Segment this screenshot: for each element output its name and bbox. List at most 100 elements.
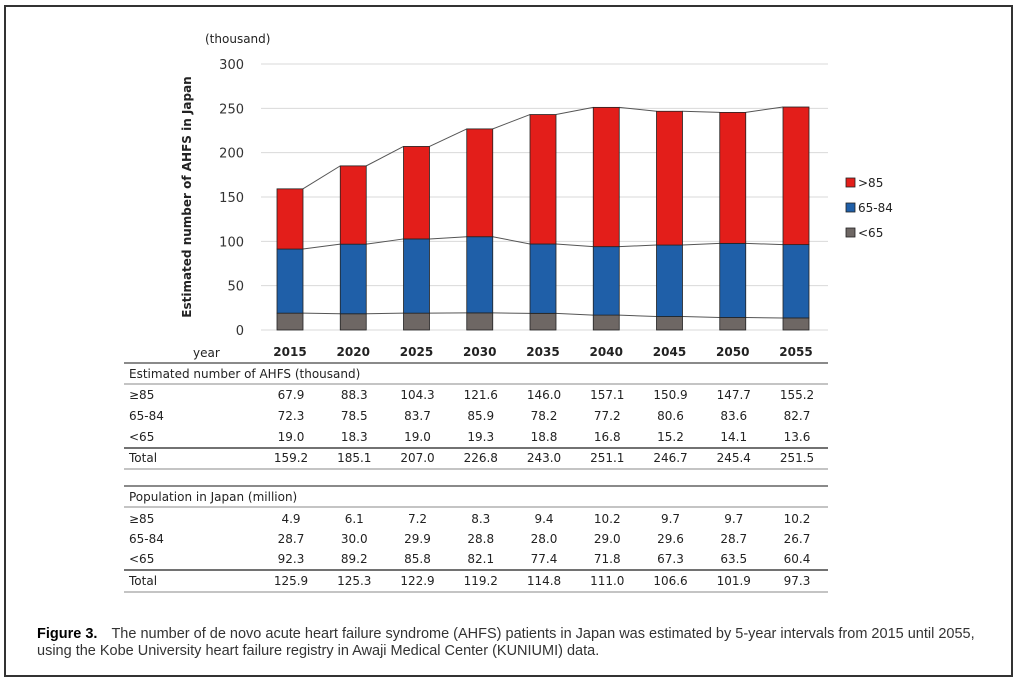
data-tables: Estimated number of AHFS (thousand) ≥85 67… <box>124 362 828 593</box>
table-cell: 7.2 <box>408 512 427 526</box>
table-cell: 146.0 <box>527 388 561 402</box>
table-cell: 30.0 <box>341 532 368 546</box>
table-cell: 67.9 <box>278 388 305 402</box>
table-row-label: 65-84 <box>129 409 164 423</box>
table-cell: 14.1 <box>720 430 747 444</box>
bar-segment-2035-lt65 <box>529 312 557 331</box>
table-total-cell: 207.0 <box>400 451 434 465</box>
figure-caption: Figure 3. The number of de novo acute hea… <box>37 626 997 660</box>
table-cell: 28.7 <box>720 532 747 546</box>
connector-line <box>745 242 784 246</box>
bar-segment-2055-65-84 <box>782 244 810 319</box>
table-cell: 104.3 <box>400 388 434 402</box>
table-cell: 29.6 <box>657 532 684 546</box>
table-row-label: <65 <box>129 430 154 444</box>
table-row-label: <65 <box>129 552 154 566</box>
bar-segment-2055-gt85 <box>782 106 810 246</box>
bar-segment-2050-lt65 <box>719 317 747 331</box>
bar-segment-2030-gt85 <box>466 128 494 238</box>
bar-segment-2035-65-84 <box>529 243 557 314</box>
table-row-label: ≥85 <box>129 388 154 402</box>
connector-line <box>682 316 720 318</box>
bar-segment-2020-65-84 <box>339 243 367 315</box>
table-cell: 92.3 <box>278 552 305 566</box>
table-cell: 19.0 <box>404 430 431 444</box>
connector-line <box>302 243 341 250</box>
table-cell: 28.8 <box>467 532 494 546</box>
bar-segment-2050-65-84 <box>719 242 747 318</box>
x-tick-label: 2025 <box>400 345 433 359</box>
y-tick-label: 200 <box>219 147 244 162</box>
table-cell: 121.6 <box>464 388 498 402</box>
connector-line <box>366 146 404 167</box>
legend-label: <65 <box>858 226 883 240</box>
table-cell: 19.0 <box>278 430 305 444</box>
table-cell: 28.7 <box>278 532 305 546</box>
connector-line <box>492 236 531 245</box>
connector-lines <box>302 106 784 319</box>
table-cell: 15.2 <box>657 430 684 444</box>
y-tick-labels: 0 50 100 150 200 250 300 <box>219 58 244 339</box>
connector-line <box>366 312 404 315</box>
table-total-cell: 101.9 <box>717 574 751 588</box>
x-tick-labels: 2015 2020 2025 2030 2035 2040 2045 2050 2055 <box>273 345 812 359</box>
bar-segment-2045-gt85 <box>656 110 683 246</box>
bars <box>276 106 810 331</box>
table-cell: 88.3 <box>341 388 368 402</box>
x-tick-label: 2055 <box>779 345 812 359</box>
bar-segment-2045-65-84 <box>656 244 683 317</box>
bar-segment-2025-gt85 <box>403 146 430 240</box>
table-cell: 18.3 <box>341 430 368 444</box>
bar-segment-2050-gt85 <box>719 112 747 244</box>
table-cell: 85.8 <box>404 552 431 566</box>
x-tick-label: 2015 <box>273 345 306 359</box>
connector-line <box>682 242 720 246</box>
bar-segment-2040-lt65 <box>592 314 620 331</box>
x-tick-label: 2045 <box>653 345 686 359</box>
table-cell: 18.8 <box>531 430 558 444</box>
y-axis-title: Estimated number of AHFS in Japan <box>180 76 194 317</box>
connector-line <box>619 244 657 248</box>
bar-segment-2040-gt85 <box>592 106 620 248</box>
table-total-cell: 119.2 <box>464 574 498 588</box>
table-total-cell: 226.8 <box>464 451 498 465</box>
table-cell: 78.5 <box>341 409 368 423</box>
table-cell: 13.6 <box>784 430 811 444</box>
y-tick-label: 0 <box>236 324 244 339</box>
table-cell: 60.4 <box>784 552 811 566</box>
table-total-label: Total <box>128 574 157 588</box>
table-cell: 82.7 <box>784 409 811 423</box>
table-cell: 85.9 <box>467 409 494 423</box>
table-total-cell: 245.4 <box>717 451 751 465</box>
x-tick-label: 2035 <box>526 345 559 359</box>
table-row-label: 65-84 <box>129 532 164 546</box>
table-cell: 10.2 <box>784 512 811 526</box>
table-cell: 157.1 <box>590 388 624 402</box>
connector-line <box>619 106 657 112</box>
bar-segment-2040-65-84 <box>592 246 620 316</box>
table-total-cell: 106.6 <box>653 574 687 588</box>
legend-swatch <box>845 202 856 213</box>
caption-label: Figure 3. <box>37 626 98 642</box>
table-cell: 71.8 <box>594 552 621 566</box>
connector-line <box>619 314 657 318</box>
table-total-cell: 251.5 <box>780 451 814 465</box>
legend-swatch <box>845 227 856 238</box>
table-cell: 10.2 <box>594 512 621 526</box>
y-tick-label: 100 <box>219 235 244 250</box>
table-cell: 8.3 <box>471 512 490 526</box>
connector-line <box>682 110 720 113</box>
table-total-cell: 114.8 <box>527 574 561 588</box>
connector-line <box>366 238 404 245</box>
bar-segment-2030-65-84 <box>466 236 494 314</box>
table-cell: 72.3 <box>278 409 305 423</box>
table-cell: 82.1 <box>467 552 494 566</box>
bar-segment-2020-lt65 <box>339 313 367 331</box>
table-cell: 29.0 <box>594 532 621 546</box>
table-cell: 67.3 <box>657 552 684 566</box>
table-cell: 155.2 <box>780 388 814 402</box>
table-total-cell: 111.0 <box>590 574 624 588</box>
table-cell: 89.2 <box>341 552 368 566</box>
connector-line <box>429 128 467 147</box>
x-tick-label: 2040 <box>590 345 623 359</box>
